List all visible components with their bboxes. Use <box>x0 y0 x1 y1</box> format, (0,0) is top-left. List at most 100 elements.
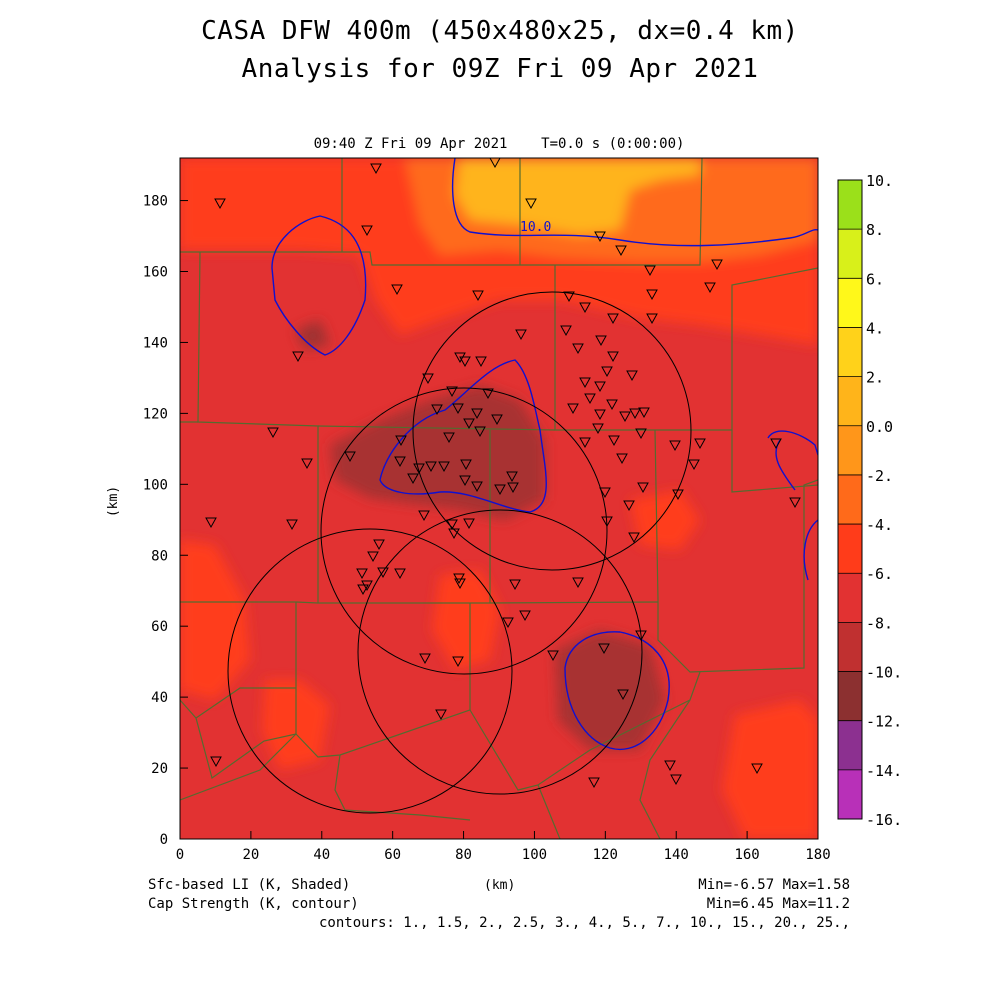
station-marker <box>471 408 483 420</box>
station-marker <box>770 438 782 450</box>
y-tick-label: 120 <box>143 406 168 422</box>
station-marker <box>472 290 484 302</box>
x-tick-label: 80 <box>455 847 472 863</box>
station-marker <box>471 481 483 493</box>
y-tick-label: 100 <box>143 477 168 493</box>
y-tick-label: 160 <box>143 265 168 281</box>
li-shaded-field <box>180 158 818 839</box>
y-tick-label: 40 <box>151 690 168 706</box>
colorbar-swatch <box>838 524 862 574</box>
station-marker <box>292 351 304 363</box>
station-marker <box>789 497 801 509</box>
station-marker <box>446 386 458 398</box>
station-marker <box>377 567 389 579</box>
station-marker <box>619 411 631 423</box>
station-marker <box>704 282 716 294</box>
station-marker <box>584 393 596 405</box>
station-marker <box>670 774 682 786</box>
station-marker <box>443 432 455 444</box>
colorbar-swatch <box>838 229 862 279</box>
map-figure: 10.0 0 20 40 60 80 100 120 140 160 180 0 20 40 60 80 1… <box>143 157 902 863</box>
shaded-field-stats: Min=-6.57 Max=1.58 <box>698 877 850 893</box>
colorbar-label: 8. <box>866 221 884 239</box>
station-marker <box>474 426 486 438</box>
station-marker <box>367 551 379 563</box>
colorbar-swatch <box>838 327 862 377</box>
y-tick-label: 180 <box>143 194 168 210</box>
y-axis-ticks: 0 20 40 60 80 100 120 140 160 180 <box>143 194 188 848</box>
station-marker <box>629 408 641 420</box>
colorbar-label: 4. <box>866 319 884 337</box>
station-marker <box>491 414 503 426</box>
station-marker <box>460 459 472 471</box>
station-marker <box>452 403 464 415</box>
station-marker <box>560 325 572 337</box>
colorbar-swatch <box>838 769 862 819</box>
station-marker <box>210 756 222 768</box>
station-marker <box>711 259 723 271</box>
station-marker <box>214 198 226 210</box>
station-marker <box>425 461 437 473</box>
colorbar-label: -4. <box>866 516 893 534</box>
station-marker <box>635 428 647 440</box>
x-tick-label: 140 <box>664 847 689 863</box>
station-marker <box>606 399 618 411</box>
station-marker <box>448 528 460 540</box>
station-marker <box>595 335 607 347</box>
station-marker <box>579 437 591 449</box>
y-tick-label: 80 <box>151 548 168 564</box>
colorbar: 10. 8. 6. 4. 2. 0.0 -2. -4. -6. -8. -10. -12. -14. -1… <box>837 172 902 829</box>
x-tick-label: 0 <box>176 847 184 863</box>
station-marker <box>267 427 279 439</box>
plot-frame <box>179 157 819 840</box>
station-marker <box>594 231 606 243</box>
colorbar-swatch <box>838 720 862 770</box>
radar-range-rings <box>227 291 692 814</box>
colorbar-label: -8. <box>866 614 893 632</box>
colorbar-swatch <box>838 622 862 672</box>
station-marker <box>644 265 656 277</box>
colorbar-label: 2. <box>866 369 884 387</box>
colorbar-label: -6. <box>866 565 893 583</box>
x-tick-label: 160 <box>734 847 759 863</box>
station-marker <box>588 777 600 789</box>
station-marker <box>563 291 575 303</box>
station-marker <box>394 456 406 468</box>
station-marker <box>344 451 356 463</box>
colorbar-label: -10. <box>866 664 902 682</box>
station-marker <box>688 459 700 471</box>
station-marker <box>395 435 407 447</box>
station-marker <box>373 539 385 551</box>
main-title: CASA DFW 400m (450x480x25, dx=0.4 km) <box>201 16 799 46</box>
station-marker <box>646 313 658 325</box>
county-boundaries <box>180 158 818 839</box>
station-marker <box>751 763 763 775</box>
x-tick-label: 40 <box>313 847 330 863</box>
station-marker <box>525 198 537 210</box>
station-marker <box>413 463 425 475</box>
x-tick-label: 60 <box>384 847 401 863</box>
analysis-subtitle: Analysis for 09Z Fri 09 Apr 2021 <box>241 54 759 84</box>
contour-levels: contours: 1., 1.5, 2., 2.5, 3., 4., 5., … <box>318 915 850 931</box>
station-marker <box>608 435 620 447</box>
colorbar-swatch <box>838 671 862 721</box>
station-marker <box>494 484 506 496</box>
x-tick-label: 100 <box>522 847 547 863</box>
station-marker <box>594 381 606 393</box>
station-marker <box>598 643 610 655</box>
station-marker <box>601 366 613 378</box>
station-marker <box>664 760 676 772</box>
colorbar-label: 6. <box>866 270 884 288</box>
colorbar-swatch <box>838 425 862 475</box>
station-marker <box>475 356 487 368</box>
y-tick-label: 60 <box>151 619 168 635</box>
y-tick-label: 0 <box>160 832 168 848</box>
station-marker <box>419 653 431 665</box>
station-marker <box>357 584 369 596</box>
station-marker <box>506 471 518 483</box>
x-axis-label: (km) <box>484 878 516 893</box>
station-marker <box>391 284 403 296</box>
station-marker <box>547 650 559 662</box>
station-markers <box>205 158 801 789</box>
station-marker <box>361 225 373 237</box>
